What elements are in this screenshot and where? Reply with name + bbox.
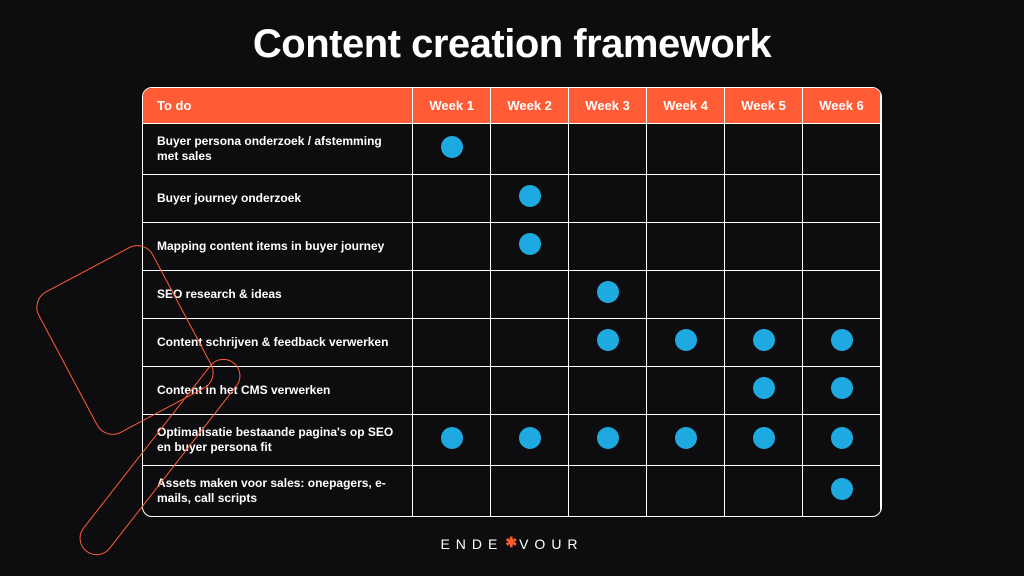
cell-week-1: [413, 319, 491, 367]
cell-week-2: [491, 175, 569, 223]
cell-week-5: [725, 367, 803, 415]
cell-week-6: [803, 175, 881, 223]
status-dot-icon: [519, 185, 541, 207]
status-dot-icon: [675, 427, 697, 449]
cell-week-1: [413, 415, 491, 466]
status-dot-icon: [831, 427, 853, 449]
status-dot-icon: [441, 136, 463, 158]
task-label: Assets maken voor sales: onepagers, e-ma…: [143, 466, 413, 517]
task-label: Optimalisatie bestaande pagina's op SEO …: [143, 415, 413, 466]
cell-week-1: [413, 271, 491, 319]
status-dot-icon: [753, 377, 775, 399]
col-header-week-3: Week 3: [569, 88, 647, 124]
cell-week-6: [803, 223, 881, 271]
cell-week-6: [803, 466, 881, 517]
cell-week-6: [803, 319, 881, 367]
cell-week-5: [725, 319, 803, 367]
table-row: Buyer persona onderzoek / afstemming met…: [143, 124, 881, 175]
task-label: Buyer persona onderzoek / afstemming met…: [143, 124, 413, 175]
cell-week-3: [569, 124, 647, 175]
cell-week-4: [647, 466, 725, 517]
cell-week-3: [569, 223, 647, 271]
cell-week-5: [725, 415, 803, 466]
cell-week-4: [647, 124, 725, 175]
page-title: Content creation framework: [0, 0, 1024, 67]
status-dot-icon: [675, 329, 697, 351]
task-label: Buyer journey onderzoek: [143, 175, 413, 223]
cell-week-2: [491, 271, 569, 319]
cell-week-1: [413, 175, 491, 223]
cell-week-1: [413, 367, 491, 415]
cell-week-5: [725, 271, 803, 319]
status-dot-icon: [753, 427, 775, 449]
cell-week-4: [647, 319, 725, 367]
status-dot-icon: [597, 281, 619, 303]
cell-week-2: [491, 319, 569, 367]
cell-week-4: [647, 271, 725, 319]
status-dot-icon: [597, 427, 619, 449]
table-row: Mapping content items in buyer journey: [143, 223, 881, 271]
brand-logo: ENDE ✱ VOUR: [440, 535, 583, 552]
logo-text-left: ENDE: [440, 536, 503, 552]
cell-week-2: [491, 415, 569, 466]
task-label: SEO research & ideas: [143, 271, 413, 319]
cell-week-3: [569, 319, 647, 367]
cell-week-4: [647, 367, 725, 415]
table-header-row: To doWeek 1Week 2Week 3Week 4Week 5Week …: [143, 88, 881, 124]
cell-week-2: [491, 223, 569, 271]
asterisk-icon: ✱: [505, 534, 517, 551]
status-dot-icon: [831, 377, 853, 399]
cell-week-1: [413, 124, 491, 175]
cell-week-5: [725, 175, 803, 223]
col-header-week-1: Week 1: [413, 88, 491, 124]
cell-week-6: [803, 271, 881, 319]
cell-week-3: [569, 175, 647, 223]
cell-week-5: [725, 223, 803, 271]
cell-week-3: [569, 415, 647, 466]
cell-week-3: [569, 367, 647, 415]
cell-week-4: [647, 223, 725, 271]
cell-week-4: [647, 175, 725, 223]
col-header-week-6: Week 6: [803, 88, 881, 124]
status-dot-icon: [441, 427, 463, 449]
col-header-week-4: Week 4: [647, 88, 725, 124]
status-dot-icon: [597, 329, 619, 351]
col-header-week-5: Week 5: [725, 88, 803, 124]
task-label: Mapping content items in buyer journey: [143, 223, 413, 271]
cell-week-3: [569, 466, 647, 517]
cell-week-1: [413, 466, 491, 517]
status-dot-icon: [831, 329, 853, 351]
table-row: Buyer journey onderzoek: [143, 175, 881, 223]
status-dot-icon: [753, 329, 775, 351]
cell-week-2: [491, 466, 569, 517]
cell-week-1: [413, 223, 491, 271]
cell-week-3: [569, 271, 647, 319]
table-row: Optimalisatie bestaande pagina's op SEO …: [143, 415, 881, 466]
table-row: SEO research & ideas: [143, 271, 881, 319]
task-label: Content schrijven & feedback verwerken: [143, 319, 413, 367]
task-label: Content in het CMS verwerken: [143, 367, 413, 415]
col-header-week-2: Week 2: [491, 88, 569, 124]
status-dot-icon: [519, 427, 541, 449]
table-row: Content in het CMS verwerken: [143, 367, 881, 415]
framework-table: To doWeek 1Week 2Week 3Week 4Week 5Week …: [142, 87, 882, 517]
logo-text-right: VOUR: [519, 536, 583, 552]
cell-week-6: [803, 124, 881, 175]
table-row: Content schrijven & feedback verwerken: [143, 319, 881, 367]
table-row: Assets maken voor sales: onepagers, e-ma…: [143, 466, 881, 517]
cell-week-2: [491, 367, 569, 415]
cell-week-2: [491, 124, 569, 175]
cell-week-5: [725, 466, 803, 517]
status-dot-icon: [519, 233, 541, 255]
cell-week-4: [647, 415, 725, 466]
cell-week-6: [803, 415, 881, 466]
col-header-task: To do: [143, 88, 413, 124]
cell-week-6: [803, 367, 881, 415]
status-dot-icon: [831, 478, 853, 500]
cell-week-5: [725, 124, 803, 175]
